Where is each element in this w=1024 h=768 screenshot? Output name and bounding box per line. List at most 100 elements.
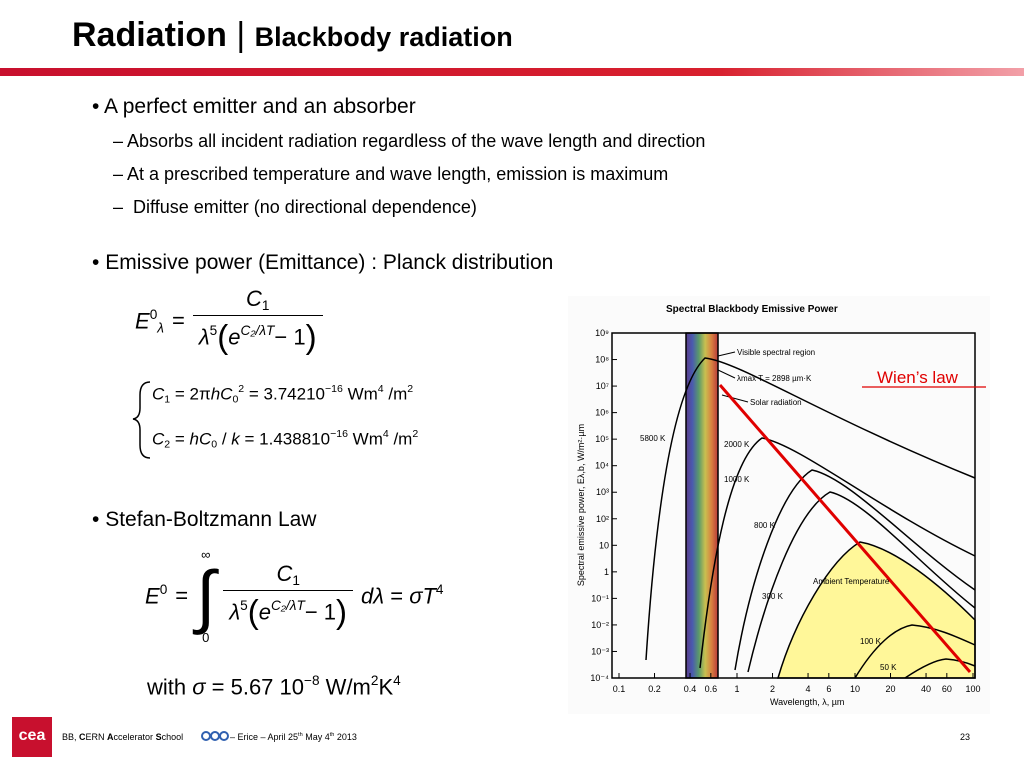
math-part: – Erice – April 25 (230, 732, 299, 742)
math-part: C₂/λT (270, 598, 305, 614)
math-part: 1 (164, 393, 171, 406)
math-part: Wm (347, 429, 383, 449)
math-part: = (170, 429, 190, 449)
footer-date: – Erice – April 25th May 4th 2013 (230, 732, 357, 742)
math-part: C (79, 732, 86, 742)
math-part: BB, (62, 732, 80, 742)
lower-limit: 0 (202, 630, 210, 645)
math-part: 4 (377, 383, 384, 395)
logo-text: cea (18, 727, 46, 744)
math-part: λ (157, 320, 164, 336)
math-part: = 1.438810 (239, 429, 331, 449)
y-tick-label: 10⁻⁴ (590, 673, 609, 683)
math-part: ( (217, 318, 229, 356)
math-part: / (217, 429, 232, 449)
curve-100k (854, 624, 976, 679)
y-tick-label: 10⁴ (595, 461, 609, 471)
math-part: − 1 (274, 324, 306, 350)
math-part: th (329, 732, 335, 739)
math-part: d (361, 583, 374, 609)
math-part: E (145, 583, 160, 609)
y-tick-label: 10⁵ (595, 434, 609, 444)
math-part: σT (409, 583, 436, 609)
math-part: −16 (324, 383, 343, 395)
bullet-text: Stefan-Boltzmann Law (105, 508, 317, 531)
x-tick-label: 2 (770, 684, 775, 694)
y-tick-label: 10³ (596, 487, 609, 497)
math-part: W/m (319, 674, 371, 700)
footer-school: BB, CERN Accelerator School (62, 732, 183, 742)
y-tick-label: 10⁹ (595, 328, 609, 338)
bullet: • A perfect emitter and an absorber (92, 95, 416, 118)
curve-label: 5800 K (640, 434, 666, 443)
denominator: λ5(eC₂/λT− 1) (192, 315, 323, 356)
math-part: 2 (238, 383, 245, 395)
constant-c1: C1 = 2πhC02 = 3.74210−16 Wm4 /m2 (152, 383, 413, 406)
bullet-text: A perfect emitter and an absorber (104, 95, 416, 118)
curve-label: 50 K (880, 663, 897, 672)
math-part: 4 (393, 673, 401, 688)
curve-label: 2000 K (724, 440, 750, 449)
eq-sign: = (171, 308, 185, 334)
x-tick-label: 40 (921, 684, 931, 694)
math-part: 1 (292, 573, 300, 589)
y-tick-label: 10⁷ (596, 381, 609, 391)
x-tick-label: 60 (942, 684, 952, 694)
denominator: λ5(eC₂/λT− 1) (223, 590, 354, 631)
math-part: /m (388, 429, 413, 449)
math-part: e (258, 599, 271, 625)
y-tick-label: 10² (596, 514, 609, 524)
bullet: • Stefan-Boltzmann Law (92, 508, 317, 531)
y-tick-label: 10⁻³ (591, 646, 609, 656)
math-part: C (245, 286, 262, 311)
math-part: ) (336, 593, 348, 631)
math-part: 2 (370, 673, 379, 688)
math-part: σ (192, 674, 206, 700)
annotation: Solar radiation (750, 398, 802, 407)
sub-bullet: – At a prescribed temperature and wave l… (113, 164, 669, 184)
plot-frame (611, 332, 976, 679)
math-part: ccelerator (113, 732, 156, 742)
bullet: • Emissive power (Emittance) : Planck di… (92, 251, 554, 274)
title-separator: | (236, 16, 246, 54)
annotation: Visible spectral region (737, 348, 815, 357)
math-part: 4 (382, 428, 389, 440)
math-part: C₂/λT (240, 323, 275, 339)
math-part: hC (189, 429, 212, 449)
math-part: C (152, 429, 165, 449)
math-part: − 1 (304, 599, 337, 625)
visible-band (685, 332, 719, 679)
math-part: May 4 (302, 732, 330, 742)
math-part: 5 (209, 323, 218, 339)
x-tick-label: 0.1 (613, 684, 626, 694)
math-part: chool (161, 732, 184, 742)
math-part: K (378, 674, 394, 700)
fraction: C1 λ5(eC₂/λT− 1) (223, 561, 354, 631)
math-part: ERN (85, 732, 108, 742)
math-part: λ (373, 583, 385, 609)
cas-logo (201, 731, 229, 741)
math-part: = (384, 583, 410, 609)
pointer-lines (717, 351, 749, 403)
x-tick-label: 100 (965, 684, 980, 694)
x-tick-label: 0.2 (648, 684, 661, 694)
y-tick-label: 10⁶ (595, 408, 609, 418)
x-tick-label: 4 (806, 684, 811, 694)
brace (132, 381, 151, 459)
page-number: 23 (960, 732, 971, 742)
curve-label: 800 K (754, 521, 776, 530)
math-part: A (107, 732, 114, 742)
y-tick-label: 10⁸ (595, 355, 609, 365)
curve-label: 100 K (860, 637, 882, 646)
figure-title: Spectral Blackbody Emissive Power (666, 304, 838, 315)
sub-bullet-text: Absorbs all incident radiation regardles… (127, 131, 706, 151)
eq-sign: = (175, 583, 189, 608)
title-sub: Blackbody radiation (254, 22, 513, 52)
math-part: th (298, 732, 303, 739)
math-part: ( (247, 593, 259, 631)
numerator: C1 (242, 286, 273, 315)
wien-label: Wien’s law (877, 368, 959, 387)
math-part: 0 (211, 438, 218, 451)
